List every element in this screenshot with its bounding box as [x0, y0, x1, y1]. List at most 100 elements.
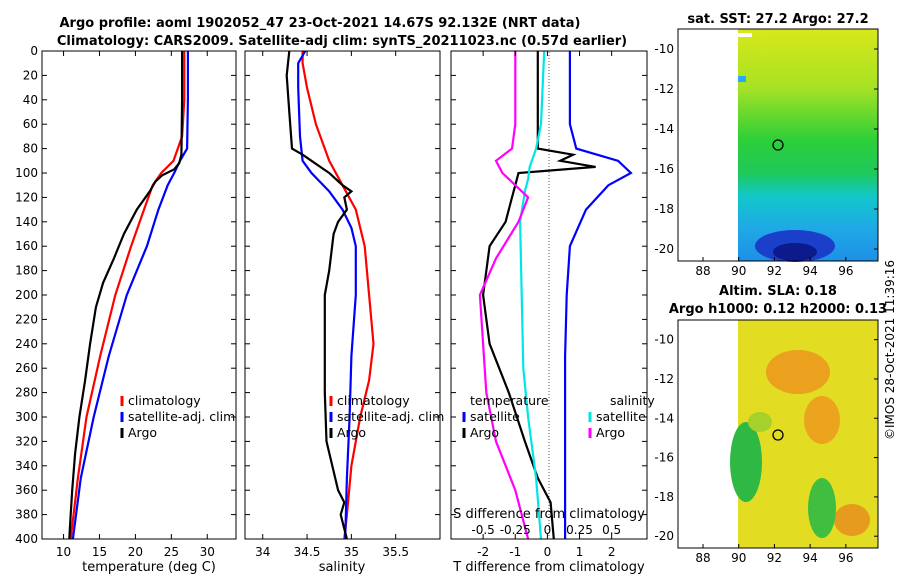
sla-map-axes: 88 90 92 94 96 -10 -12 -14 -16 -18 -20: [654, 333, 878, 565]
depth-tick-label: 380: [15, 508, 38, 522]
depth-tick-label: 20: [23, 68, 38, 82]
map-y-tick-label: -12: [654, 372, 674, 386]
sla-high-1: [766, 350, 830, 394]
depth-tick-label: 140: [15, 215, 38, 229]
sst-cold-core: [773, 243, 817, 261]
depth-tick-label: 80: [23, 142, 38, 156]
map-y-tick-label: -18: [654, 202, 674, 216]
salinity-difference-axis: -0.5 -0.25 0 0.25 0.5: [471, 523, 621, 537]
sst-cold-patch: [738, 76, 746, 82]
map-y-tick-label: -12: [654, 82, 674, 96]
salinity-difference-tick-label: 0.5: [602, 523, 621, 537]
depth-tick-label: 180: [15, 264, 38, 278]
depth-tick-label: 320: [15, 434, 38, 448]
temperature-panel: 0204060801001201401601802002202402602803…: [15, 44, 647, 575]
salinity-xlabel: salinity: [319, 560, 366, 575]
legend-title-salinity: salinity: [610, 393, 655, 408]
difference-xlabel: T difference from climatology: [452, 560, 645, 575]
salinity-difference-tick-label: -0.25: [500, 523, 531, 537]
depth-tick-label: 280: [15, 386, 38, 400]
argo-position-marker: [772, 429, 784, 441]
x-tick-label: 35: [344, 545, 359, 559]
sla-map-panel: Altim. SLA: 0.18 Argo h1000: 0.12 h2000:…: [654, 284, 887, 565]
salinity-series: [285, 50, 375, 540]
map-y-tick-label: -14: [654, 122, 674, 136]
depth-tick-label: 340: [15, 459, 38, 473]
salinity-difference-tick-label: -0.5: [471, 523, 494, 537]
depth-tick-label: 60: [23, 117, 38, 131]
map-y-tick-label: -20: [654, 242, 674, 256]
legend-label-sal-satellite: satellite: [596, 409, 646, 424]
depth-axis: 0 20 40 60 80 100 120 140 160 180 200 220 240 260 280 3…: [15, 44, 647, 546]
map-x-tick-label: 92: [767, 264, 782, 278]
x-tick-label: 10: [56, 545, 71, 559]
x-tick-label: -2: [477, 545, 489, 559]
depth-tick-label: 40: [23, 93, 38, 107]
map-y-tick-label: -10: [654, 333, 674, 347]
x-tick-label: 25: [164, 545, 179, 559]
series-temperature-argo: [481, 51, 596, 540]
difference-legend-salinity: salinity satellite Argo: [588, 393, 655, 440]
map-x-tick-label: 94: [803, 551, 818, 565]
depth-tick-label: 300: [15, 410, 38, 424]
x-tick-label: 34: [255, 545, 270, 559]
series-salinity-satellite: [518, 50, 546, 540]
map-x-tick-label: 90: [731, 264, 746, 278]
salinity-difference-tick-label: 0: [544, 523, 552, 537]
legend-label-argo: Argo: [337, 425, 366, 440]
depth-tick-label: 240: [15, 337, 38, 351]
depth-tick-label: 160: [15, 239, 38, 253]
series-climatology: [301, 51, 375, 540]
argo-position-marker: [772, 139, 784, 151]
sla-map-subtitle: Argo h1000: 0.12 h2000: 0.13: [669, 302, 887, 317]
sla-high-2: [804, 396, 840, 444]
depth-tick-label: 200: [15, 288, 38, 302]
temperature-frame: [41, 50, 237, 540]
depth-tick-label: 360: [15, 483, 38, 497]
map-x-tick-label: 96: [838, 551, 853, 565]
x-tick-label: -1: [509, 545, 521, 559]
salinity-panel: 34 34.5 35 35.5 salinity climatology satell…: [244, 50, 444, 575]
map-x-tick-label: 88: [695, 551, 710, 565]
title-line-2: Climatology: CARS2009. Satellite-adj cli…: [57, 34, 627, 49]
legend-label-temp-argo: Argo: [470, 425, 499, 440]
sst-map-frame: [677, 28, 879, 262]
x-tick-label: 34.5: [294, 545, 321, 559]
sla-map-frame: [677, 319, 879, 549]
map-y-tick-label: -16: [654, 162, 674, 176]
salinity-legend: climatology satellite-adj. clim Argo: [329, 393, 444, 440]
series-satellite-adj-clim: [71, 51, 189, 540]
salinity-difference-tick-label: 0.25: [566, 523, 593, 537]
sla-map-title: Altim. SLA: 0.18: [719, 284, 837, 299]
series-argo: [285, 50, 354, 540]
x-tick-label: 30: [200, 545, 215, 559]
legend-label-temp-satellite: satellite: [470, 409, 520, 424]
map-y-tick-label: -14: [654, 411, 674, 425]
map-y-tick-label: -18: [654, 490, 674, 504]
map-x-tick-label: 96: [838, 264, 853, 278]
legend-label-argo: Argo: [128, 425, 157, 440]
sla-high-3: [834, 504, 870, 536]
x-tick-label: 35.5: [382, 545, 409, 559]
temperature-legend: climatology satellite-adj. clim Argo: [120, 393, 235, 440]
legend-title-temperature: temperature: [470, 393, 549, 408]
x-tick-label: 1: [576, 545, 584, 559]
salinity-frame: [244, 50, 441, 540]
depth-tick-label: 100: [15, 166, 38, 180]
legend-label-satellite: satellite-adj. clim: [128, 409, 235, 424]
sla-low-2: [808, 478, 836, 538]
map-y-tick-label: -16: [654, 451, 674, 465]
legend-label-satellite: satellite-adj. clim: [337, 409, 444, 424]
depth-tick-label: 260: [15, 361, 38, 375]
map-y-tick-label: -20: [654, 529, 674, 543]
difference-x-axis: -2 -1 0 1 2: [477, 51, 615, 559]
series-satellite-adj-clim: [297, 50, 357, 540]
x-tick-label: 15: [92, 545, 107, 559]
sst-map-panel: sat. SST: 27.2 Argo: 27.2 88 90 92 94 96 -10 -…: [654, 12, 879, 278]
series-temperature-satellite: [563, 51, 633, 539]
map-x-tick-label: 94: [803, 264, 818, 278]
difference-legend-temperature: temperature satellite Argo: [462, 393, 549, 440]
sla-low-1: [730, 422, 762, 502]
temperature-xlabel: temperature (deg C): [82, 560, 216, 575]
